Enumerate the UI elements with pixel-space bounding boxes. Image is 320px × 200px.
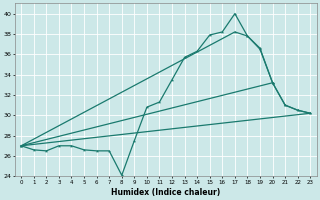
X-axis label: Humidex (Indice chaleur): Humidex (Indice chaleur) <box>111 188 220 197</box>
